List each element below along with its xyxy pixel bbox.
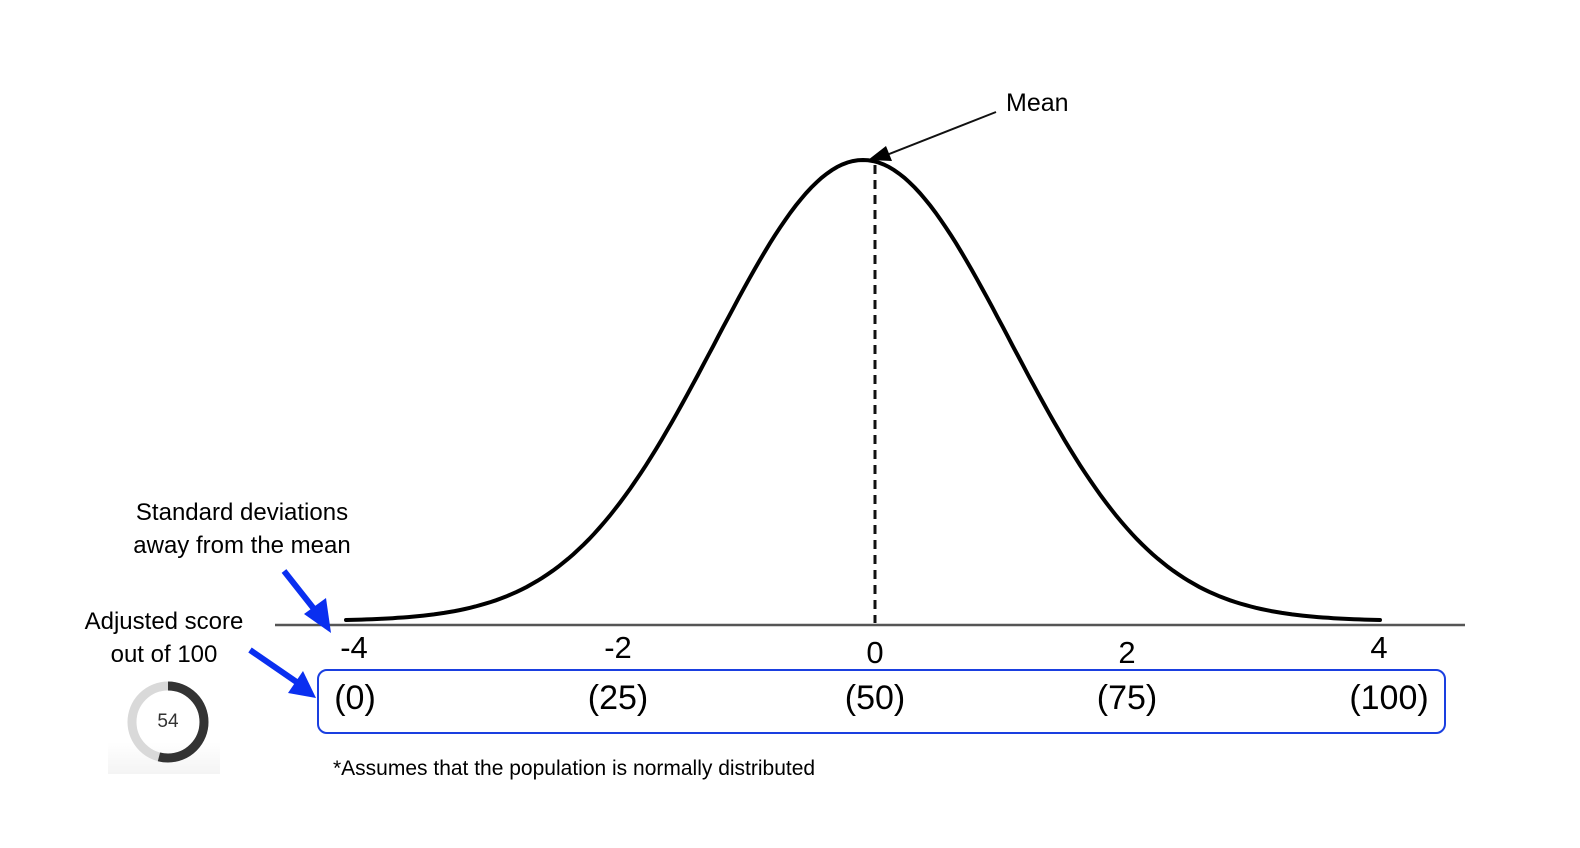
score-tick-label: (0) [334, 679, 376, 717]
score-range-box [317, 669, 1446, 734]
score-tick-label: (100) [1349, 679, 1429, 717]
mean-label: Mean [1006, 89, 1069, 117]
sd-tick-label: -4 [340, 630, 368, 665]
score-arrowhead-icon [288, 671, 316, 698]
score-annotation-line1: Adjusted score [84, 608, 244, 635]
sd-arrowhead-icon [304, 598, 331, 633]
mean-arrowhead-icon [868, 146, 892, 161]
score-gauge-icon [127, 681, 209, 763]
score-tick-label: (50) [844, 679, 906, 717]
score-tick-label: (75) [1096, 679, 1158, 717]
sd-tick-label: 0 [866, 635, 884, 670]
footnote: *Assumes that the population is normally… [333, 757, 816, 780]
sd-annotation: Standard deviations away from the mean [122, 496, 362, 562]
sd-pointer-line [281, 569, 321, 616]
sd-tick-label: 2 [1118, 635, 1136, 670]
gauge-value: 54 [157, 711, 179, 732]
sd-annotation-line2: away from the mean [133, 532, 351, 559]
score-annotation-line2: out of 100 [110, 641, 218, 668]
sd-tick-label: -2 [604, 630, 632, 665]
score-annotation: Adjusted score out of 100 [70, 605, 258, 671]
sd-annotation-line1: Standard deviations [135, 499, 349, 526]
score-pointer-line [248, 647, 300, 686]
bell-curve [344, 157, 1382, 622]
score-tick-label: (25) [587, 679, 649, 717]
mean-pointer-line [883, 111, 997, 157]
sd-tick-label: 4 [1370, 630, 1388, 665]
gauge-fill [127, 681, 209, 763]
